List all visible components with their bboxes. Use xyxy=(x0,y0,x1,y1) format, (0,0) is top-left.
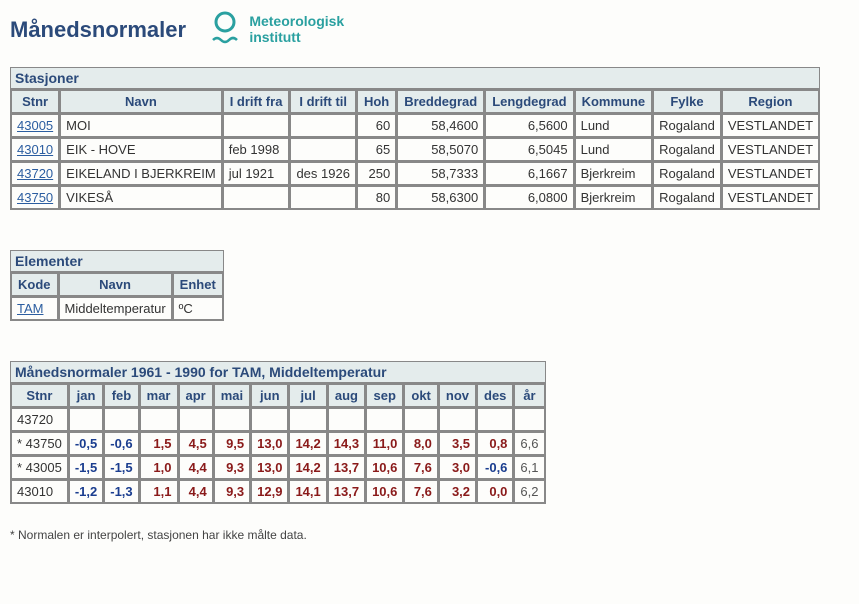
stations-col: Region xyxy=(722,90,819,113)
station-link[interactable]: 43750 xyxy=(17,190,53,205)
footnote: * Normalen er interpolert, stasjonen har… xyxy=(10,528,849,542)
met-logo-text: Meteorologisk institutt xyxy=(249,14,344,45)
normals-section: Månedsnormaler 1961 - 1990 for TAM, Midd… xyxy=(10,361,546,522)
table-row: TAMMiddeltemperaturºC xyxy=(11,297,223,320)
logo-line1: Meteorologisk xyxy=(249,13,344,29)
table-row: * 43005-1,5-1,51,04,49,313,014,213,710,6… xyxy=(11,456,545,479)
stations-header: Stasjoner xyxy=(10,67,820,89)
stations-col: Fylke xyxy=(653,90,721,113)
elements-section: Elementer KodeNavnEnhet TAMMiddeltempera… xyxy=(10,250,224,339)
element-link[interactable]: TAM xyxy=(17,301,43,316)
stations-col: Kommune xyxy=(575,90,653,113)
table-row: 43010EIK - HOVEfeb 19986558,50706,5045Lu… xyxy=(11,138,819,161)
station-link[interactable]: 43005 xyxy=(17,118,53,133)
met-logo-icon xyxy=(210,10,240,49)
logo-line2: institutt xyxy=(249,29,300,45)
table-row: 43720 xyxy=(11,408,545,431)
elements-header: Elementer xyxy=(10,250,224,272)
table-row: 43720EIKELAND I BJERKREIMjul 1921des 192… xyxy=(11,162,819,185)
stations-col: I drift til xyxy=(290,90,356,113)
normals-table: Stnrjanfebmaraprmaijunjulaugsepoktnovdes… xyxy=(10,383,546,504)
stations-col: Breddegrad xyxy=(397,90,484,113)
page-header: Månedsnormaler Meteorologisk institutt xyxy=(10,10,849,49)
stations-col: I drift fra xyxy=(223,90,290,113)
stations-col: Navn xyxy=(60,90,222,113)
station-link[interactable]: 43720 xyxy=(17,166,53,181)
stations-col: Stnr xyxy=(11,90,59,113)
stations-table: StnrNavnI drift fraI drift tilHohBreddeg… xyxy=(10,89,820,210)
elements-table: KodeNavnEnhet TAMMiddeltemperaturºC xyxy=(10,272,224,321)
table-row: * 43750-0,5-0,61,54,59,513,014,214,311,0… xyxy=(11,432,545,455)
table-row: 43005MOI6058,46006,5600LundRogalandVESTL… xyxy=(11,114,819,137)
stations-col: Lengdegrad xyxy=(485,90,573,113)
page-title: Månedsnormaler xyxy=(10,17,186,43)
table-row: 43010-1,2-1,31,14,49,312,914,113,710,67,… xyxy=(11,480,545,503)
station-link[interactable]: 43010 xyxy=(17,142,53,157)
stations-section: Stasjoner StnrNavnI drift fraI drift til… xyxy=(10,67,820,228)
table-row: 43750VIKESÅ8058,63006,0800BjerkreimRogal… xyxy=(11,186,819,209)
normals-header: Månedsnormaler 1961 - 1990 for TAM, Midd… xyxy=(10,361,546,383)
stations-col: Hoh xyxy=(357,90,396,113)
